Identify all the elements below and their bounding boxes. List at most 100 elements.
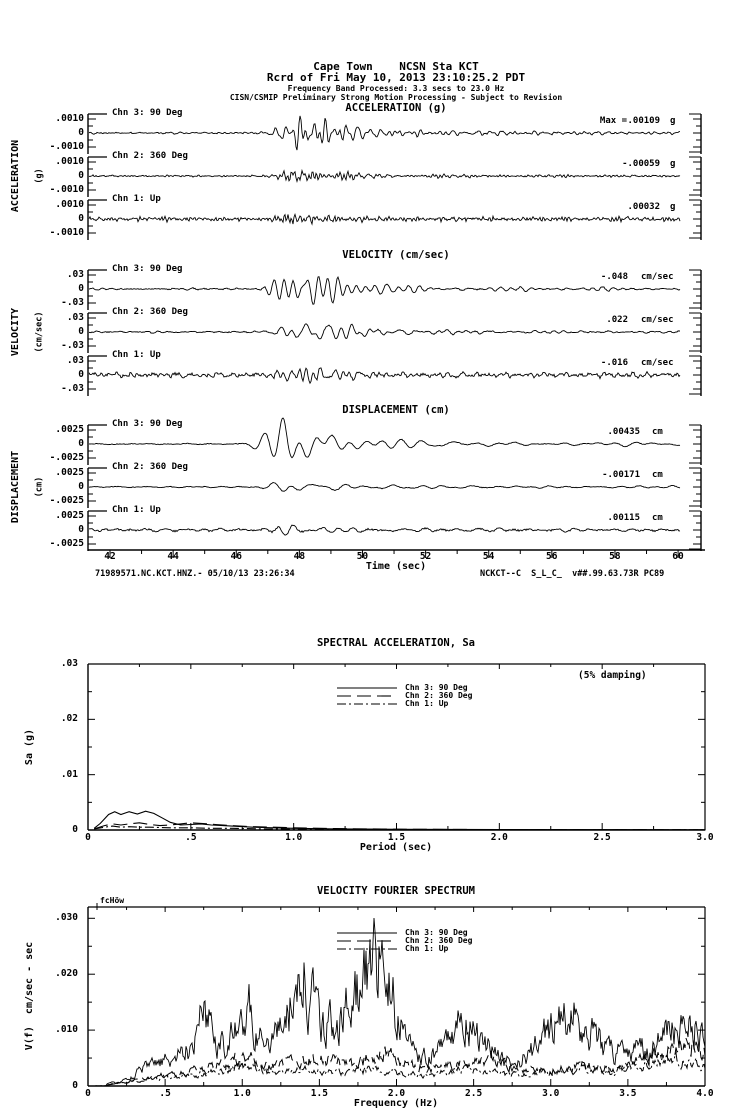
- y-tick-label: .03: [66, 355, 84, 366]
- time-tick-label: 42: [104, 551, 116, 562]
- fourier-x-tick-label: 1.0: [233, 1088, 251, 1099]
- trace-waveform: [88, 323, 680, 340]
- footer-record-id: 71989571.NC.KCT.HNZ.- 05/10/13 23:26:34: [95, 569, 295, 579]
- trace-waveform: [88, 417, 681, 459]
- fourier-legend-label: Chn 2: 360 Deg: [405, 936, 473, 945]
- sa-chart-title: SPECTRAL ACCELERATION, Sa: [316, 637, 476, 649]
- fourier-x-tick-label: 3.0: [542, 1088, 560, 1099]
- max-value: .00115: [607, 513, 640, 523]
- y-tick-label: -.03: [61, 297, 84, 308]
- fourier-x-tick-label: 0: [85, 1088, 91, 1099]
- trace-waveform: [88, 276, 681, 305]
- y-tick-label: 0: [78, 438, 84, 449]
- footer-process-tag: NCKCT--C S_L_C_ v##.99.63.73R PC89: [480, 569, 665, 579]
- panel-title-acceleration: ACCELERATION (g): [345, 102, 447, 114]
- fourier-y-tick-label: .030: [55, 912, 78, 923]
- fourier-x-tick-label: 3.5: [619, 1088, 637, 1099]
- time-tick-label: 54: [482, 551, 495, 562]
- fourier-x-tick-label: 2.5: [465, 1088, 483, 1099]
- panel-title-velocity: VELOCITY (cm/sec): [342, 249, 450, 261]
- channel-label: Chn 2: 360 Deg: [112, 307, 188, 317]
- y-tick-label: -.0010: [49, 227, 84, 238]
- y-tick-label: -.0025: [49, 452, 84, 463]
- max-unit: cm: [652, 427, 663, 437]
- fourier-legend-label: Chn 1: Up: [405, 944, 449, 953]
- channel-label: Chn 1: Up: [112, 194, 161, 204]
- channel-label: Chn 3: 90 Deg: [112, 264, 183, 274]
- y-tick-label: -.03: [61, 340, 84, 351]
- panel-title-displacement: DISPLACEMENT (cm): [342, 404, 450, 416]
- fourier-y-tick-label: .010: [55, 1024, 78, 1035]
- sa-damping-annotation: (5% damping): [578, 670, 647, 681]
- trace-waveform: [88, 115, 681, 151]
- fourier-corner-label: fcHöw: [100, 896, 125, 905]
- fourier-y-tick-label: 0: [72, 1080, 78, 1091]
- y-tick-label: -.0010: [49, 141, 84, 152]
- trace-waveform: [88, 367, 681, 385]
- channel-label: Chn 3: 90 Deg: [112, 419, 183, 429]
- fourier-x-tick-label: .5: [159, 1088, 171, 1099]
- channel-label: Chn 2: 360 Deg: [112, 462, 188, 472]
- time-tick-label: 56: [546, 551, 558, 562]
- sa-curve: [94, 825, 706, 831]
- y-tick-label: .03: [66, 269, 84, 280]
- fourier-curve: [88, 917, 706, 1087]
- sa-x-tick-label: 2.5: [593, 832, 611, 843]
- sa-x-tick-label: 3.0: [696, 832, 714, 843]
- trace-waveform: [88, 482, 681, 492]
- header-disclaimer-line: CISN/CSMIP Preliminary Strong Motion Pro…: [229, 93, 563, 102]
- fourier-x-axis-label: Frequency (Hz): [353, 1098, 439, 1109]
- max-value: .00109: [627, 116, 660, 126]
- header-record-line: Rcrd of Fri May 10, 2013 23:10:25.2 PDT: [266, 71, 526, 84]
- sa-y-tick-label: .01: [60, 768, 78, 780]
- y-tick-label: 0: [78, 170, 84, 181]
- time-tick-label: 48: [293, 551, 306, 562]
- max-unit: cm/sec: [641, 358, 674, 368]
- max-value: -.048: [600, 272, 628, 282]
- fourier-x-tick-label: 2.0: [387, 1088, 406, 1099]
- time-tick-label: 46: [230, 551, 242, 562]
- sa-x-tick-label: 1.0: [285, 832, 303, 843]
- channel-label: Chn 1: Up: [112, 350, 161, 360]
- sa-y-tick-label: 0: [72, 823, 78, 835]
- max-unit: cm/sec: [641, 272, 674, 282]
- channel-label: Chn 1: Up: [112, 505, 161, 515]
- sa-x-tick-label: .5: [185, 832, 197, 843]
- trace-waveform: [88, 524, 681, 536]
- max-value: .00435: [607, 427, 640, 437]
- y-tick-label: 0: [78, 127, 84, 138]
- header-band-line: Frequency Band Processed: 3.3 secs to 23…: [287, 84, 505, 93]
- sa-y-axis-label: Sa (g): [23, 728, 35, 766]
- y-tick-label: 0: [78, 283, 84, 294]
- sa-x-axis-label: Period (sec): [359, 842, 433, 853]
- sa-y-tick-label: .02: [60, 713, 78, 725]
- y-tick-label: 0: [78, 326, 84, 337]
- y-tick-label: .0025: [55, 467, 84, 478]
- y-tick-label: -.0010: [49, 184, 84, 195]
- sa-y-tick-label: .03: [60, 658, 78, 669]
- sa-curve: [93, 810, 706, 831]
- time-axis-caption: Time (sec): [365, 561, 427, 572]
- trace-waveform: [88, 168, 681, 184]
- y-tick-label: 0: [78, 524, 84, 535]
- max-value: -.00059: [622, 159, 660, 169]
- y-tick-label: .03: [66, 312, 84, 323]
- channel-label: Chn 2: 360 Deg: [112, 151, 188, 161]
- max-value: .00032: [627, 202, 660, 212]
- trace-waveform: [88, 212, 681, 226]
- sa-x-tick-label: 0: [85, 832, 91, 843]
- y-tick-label: 0: [78, 213, 84, 224]
- y-tick-label: 0: [78, 481, 84, 492]
- max-unit: g: [670, 116, 676, 126]
- fourier-y-axis-label: V(f) cm/sec - sec: [23, 941, 35, 1051]
- y-tick-label: -.0025: [49, 495, 84, 506]
- time-tick-label: 58: [609, 551, 621, 562]
- fourier-y-tick-label: .020: [55, 968, 78, 979]
- max-value: -.016: [600, 358, 628, 368]
- y-tick-label: .0025: [55, 510, 84, 521]
- time-tick-label: 52: [419, 551, 432, 562]
- axis-label-velocity: VELOCITY: [9, 307, 21, 357]
- sa-curve: [94, 822, 706, 831]
